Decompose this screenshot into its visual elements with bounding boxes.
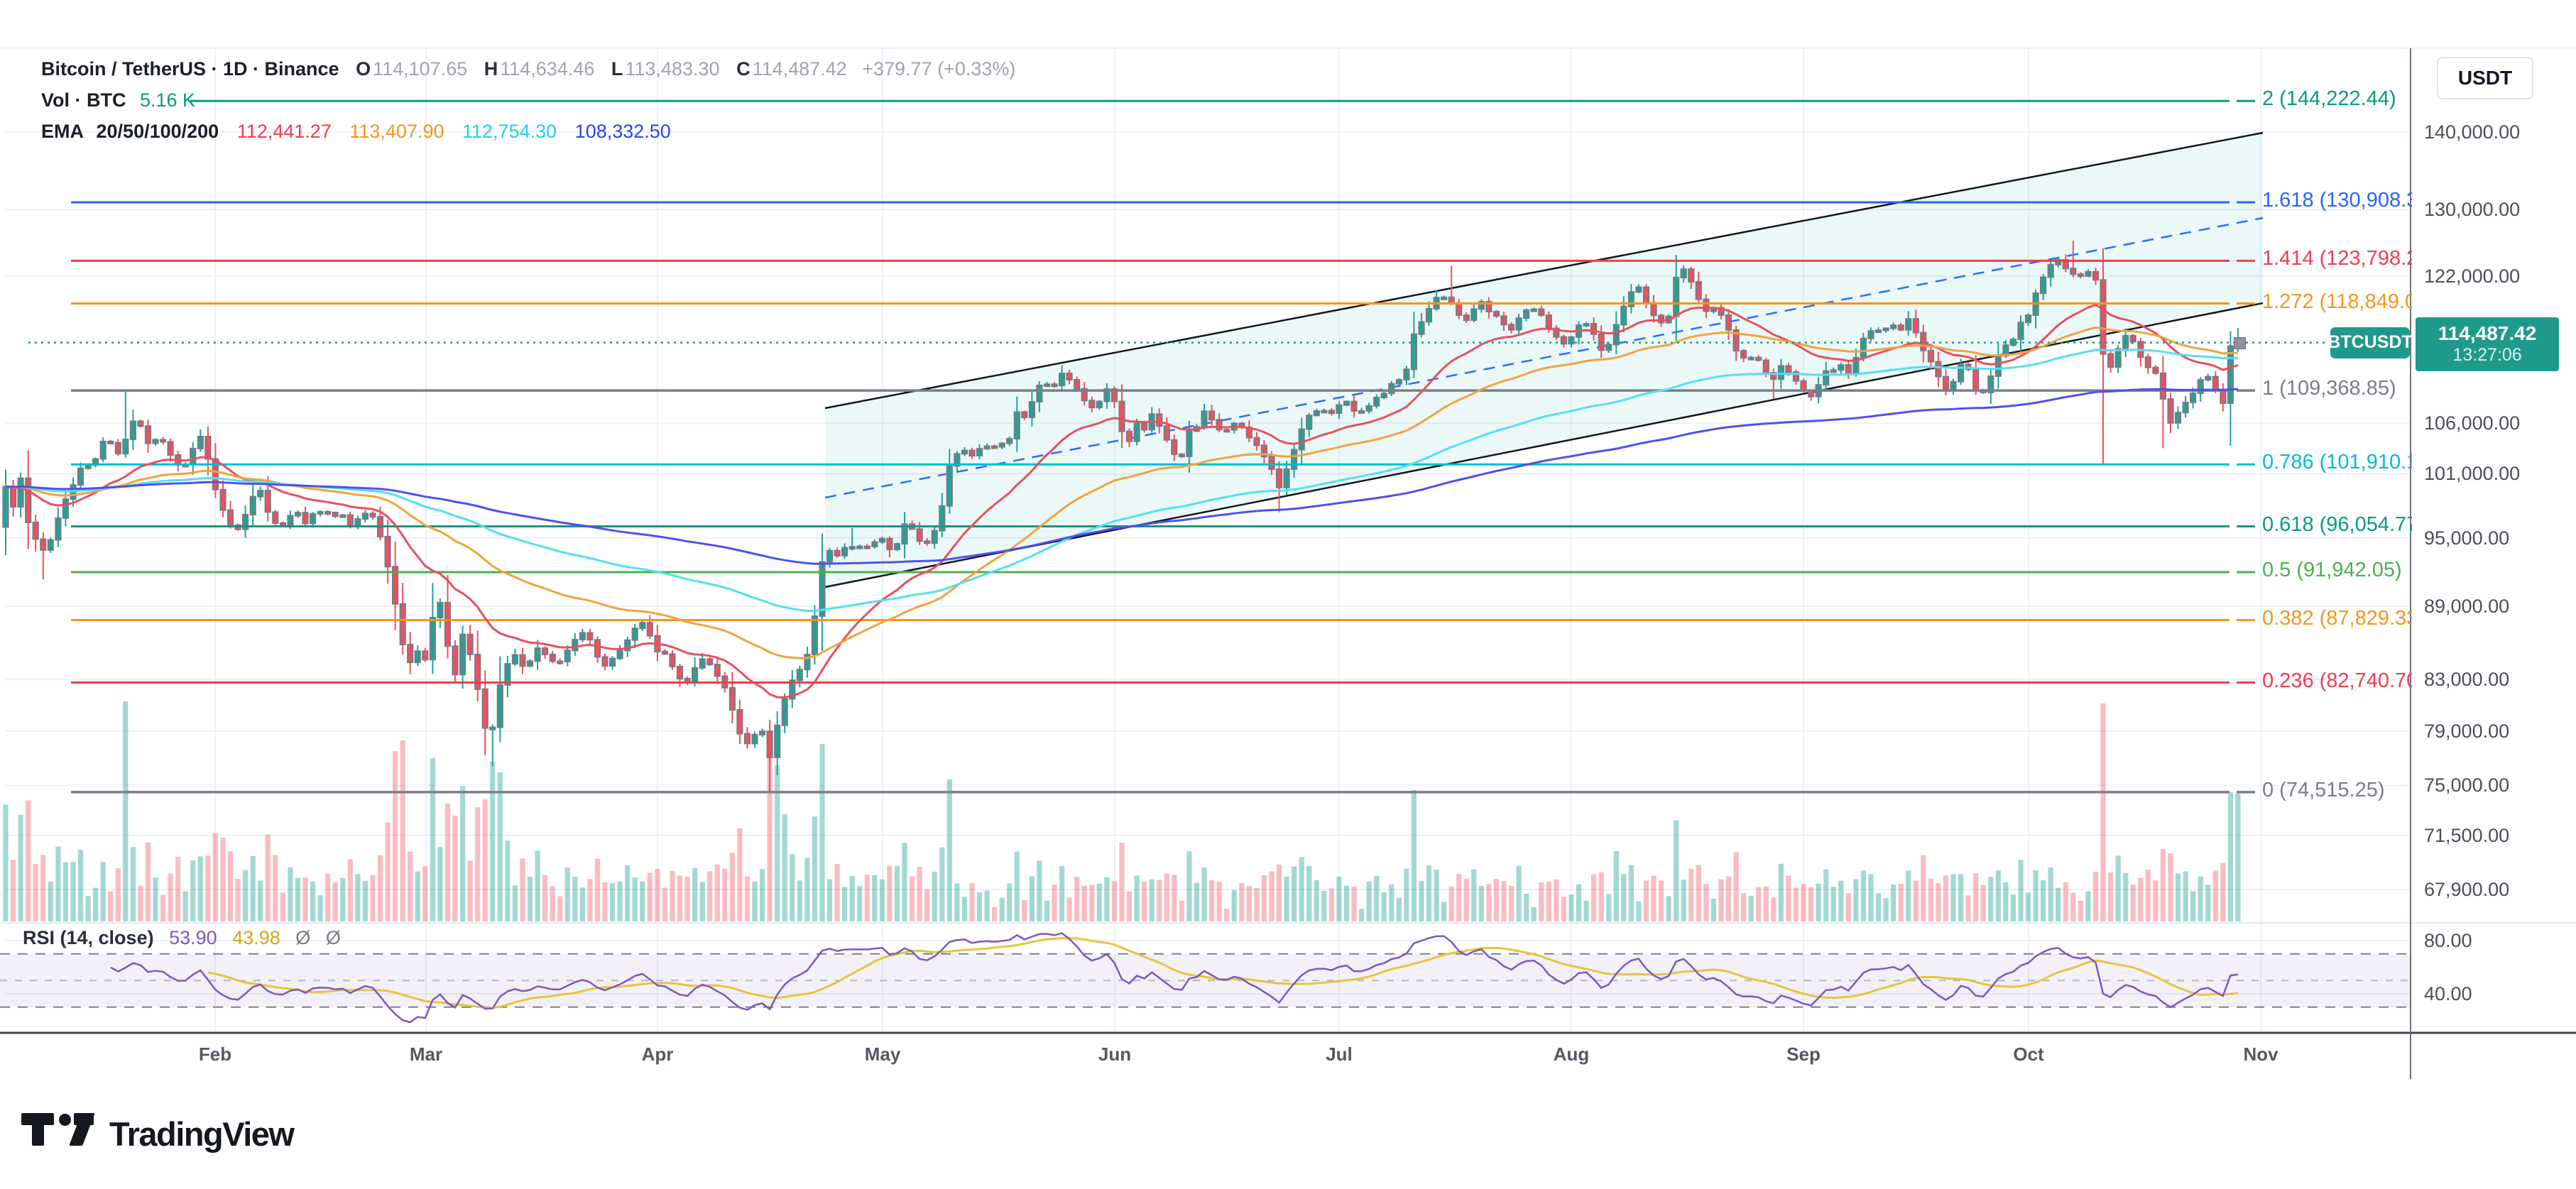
fib-level-label: 1.618 (130,908.37) <box>2262 189 2412 212</box>
month-label-may: May <box>864 1043 901 1065</box>
open-label: O <box>356 58 371 80</box>
price-tick-label: 122,000.00 <box>2424 265 2521 287</box>
change-value: +379.77 (+0.33%) <box>862 58 1016 80</box>
fib-level-label: 0.236 (82,740.70) <box>2262 669 2412 692</box>
month-label-mar: Mar <box>409 1043 443 1065</box>
rsi-legend-row[interactable]: RSI (14, close) 53.90 43.98 Ø Ø <box>23 927 341 949</box>
last-price-badge: 114,487.42 13:27:06 <box>2416 317 2559 371</box>
close-label: C <box>736 58 751 80</box>
price-line-handle-icon[interactable] <box>2234 336 2246 349</box>
tradingview-logo-text: TradingView <box>109 1114 295 1153</box>
fib-level-label: 0 (74,515.25) <box>2262 778 2385 801</box>
price-tick-label: 75,000.00 <box>2424 774 2510 796</box>
rsi-upper-band-icon: Ø <box>295 927 311 948</box>
rsi-lower-band-icon: Ø <box>325 927 341 948</box>
price-tick-label: 67,900.00 <box>2424 879 2510 900</box>
ema200-value: 108,332.50 <box>574 121 671 142</box>
price-tick-label: 71,500.00 <box>2424 824 2510 846</box>
tradingview-logo[interactable]: TradingView <box>21 1113 295 1154</box>
open-value: 114,107.65 <box>373 58 468 80</box>
fib-level-label: 1 (109,368.85) <box>2262 377 2396 400</box>
tradingview-logo-icon <box>21 1113 95 1154</box>
symbol-legend-row[interactable]: Bitcoin / TetherUS · 1D · Binance O 114,1… <box>41 58 1015 80</box>
price-tick-label: 79,000.00 <box>2424 720 2510 742</box>
high-label: H <box>484 58 498 80</box>
ema100-value: 112,754.30 <box>462 121 557 142</box>
price-tick-label: 106,000.00 <box>2424 412 2521 434</box>
fib-level-label: 0.618 (96,054.77) <box>2262 513 2412 536</box>
price-tick-label: 101,000.00 <box>2424 463 2521 485</box>
fib-level-label: 1.272 (118,849.03) <box>2262 290 2412 313</box>
fib-level-label: 0.786 (101,910.18) <box>2262 451 2412 474</box>
currency-toggle[interactable]: USDT <box>2437 57 2533 99</box>
rsi-tick-label: 80.00 <box>2424 930 2472 951</box>
month-label-aug: Aug <box>1553 1043 1590 1065</box>
volume-legend-row[interactable]: Vol · BTC 5.16 K <box>41 89 195 111</box>
rsi-title: RSI (14, close) <box>23 927 154 948</box>
volume-label: Vol · BTC <box>41 89 126 111</box>
rsi-value: 53.90 <box>169 927 217 948</box>
ema-label: EMA <box>41 121 84 142</box>
month-label-sep: Sep <box>1786 1043 1821 1065</box>
price-tick-label: 140,000.00 <box>2424 121 2521 143</box>
plot-overlay-clip: 2 (144,222.44) 1.618 (130,908.37) 1.414 (1… <box>2262 87 2412 801</box>
rsi-tick-label: 40.00 <box>2424 983 2472 1004</box>
month-label-oct: Oct <box>2013 1043 2044 1065</box>
volume-value: 5.16 K <box>140 89 196 111</box>
ema50-value: 113,407.90 <box>349 121 444 142</box>
low-value: 113,483.30 <box>625 58 720 80</box>
fib-level-label: 1.414 (123,798.24) <box>2262 247 2412 270</box>
price-tick-label: 130,000.00 <box>2424 199 2521 221</box>
price-tick-label: 95,000.00 <box>2424 527 2510 549</box>
symbol-title: Bitcoin / TetherUS · 1D · Binance <box>41 58 339 80</box>
close-value: 114,487.42 <box>752 58 847 80</box>
ema20-value: 112,441.27 <box>236 121 332 142</box>
bar-countdown: 13:27:06 <box>2452 344 2522 365</box>
fib-level-label: 2 (144,222.44) <box>2262 87 2396 111</box>
low-label: L <box>611 58 623 80</box>
ema-legend-row[interactable]: EMA 20/50/100/200 112,441.27 113,407.90 … <box>41 121 671 143</box>
month-label-jun: Jun <box>1098 1043 1132 1065</box>
price-tick-label: 89,000.00 <box>2424 595 2510 617</box>
last-price-value: 114,487.42 <box>2438 322 2537 344</box>
rsi-ma-value: 43.98 <box>232 927 280 948</box>
fib-level-label: 0.5 (91,942.05) <box>2262 559 2402 582</box>
month-label-apr: Apr <box>641 1043 674 1065</box>
ema-params: 20/50/100/200 <box>96 121 219 142</box>
month-label-jul: Jul <box>1326 1043 1353 1065</box>
high-value: 114,634.46 <box>500 58 595 80</box>
fib-level-label: 0.382 (87,829.33) <box>2262 606 2412 630</box>
price-line-symbol-flag: BTCUSDT <box>2327 327 2413 358</box>
month-label-nov: Nov <box>2243 1043 2278 1065</box>
price-tick-label: 83,000.00 <box>2424 668 2510 690</box>
month-label-feb: Feb <box>198 1043 232 1065</box>
